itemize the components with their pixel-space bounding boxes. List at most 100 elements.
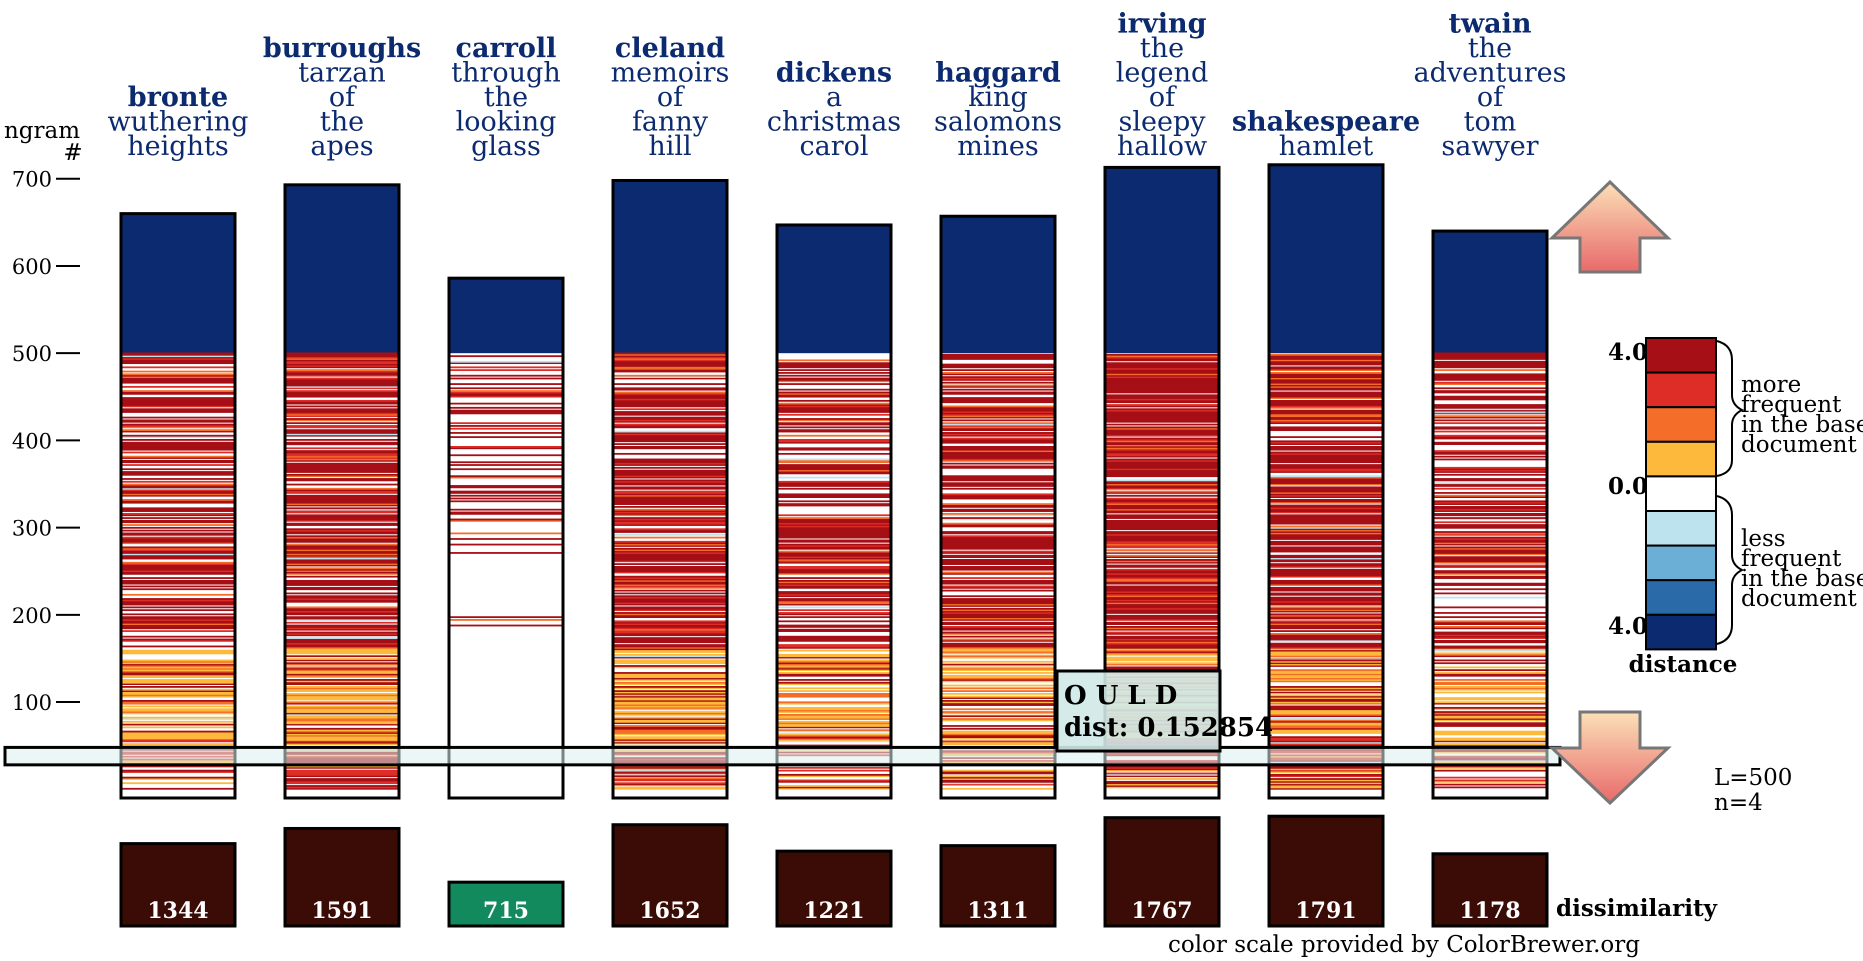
ngram-stripe [1269,483,1383,486]
ngram-stripe [121,699,235,702]
ngram-stripe [285,352,399,355]
ngram-stripe [777,405,891,408]
ngram-stripe [1433,507,1547,510]
ngram-stripe [1433,365,1547,367]
ngram-stripe [1269,560,1383,563]
ngram-stripe [1105,510,1219,512]
ngram-stripe [941,645,1055,648]
ngram-stripe [613,765,727,768]
dissimilarity-bar [611,823,729,928]
ngram-stripe [1433,652,1547,655]
ngram-stripe [613,581,727,584]
ngram-stripe [941,448,1055,451]
ngram-stripe [777,665,891,667]
ngram-stripe [1105,659,1219,662]
ngram-stripe [285,765,399,768]
ngram-stripe [613,550,727,553]
ngram-stripe [613,356,727,359]
ngram-stripe [613,606,727,609]
ngram-stripe [121,486,235,489]
ngram-stripe [1105,550,1219,553]
ngram-stripe [613,585,727,588]
ngram-stripe [941,602,1055,605]
ngram-stripe [285,452,399,455]
ngram-stripe [613,782,727,785]
ngram-stripe [121,416,235,419]
ngram-stripe [941,353,1055,356]
ngram-stripe [1105,353,1219,356]
ngram-stripe [1269,638,1383,641]
ngram-stripe [941,356,1055,359]
ngram-stripe [121,472,235,475]
ngram-stripe [285,432,399,434]
ngram-stripe [1433,649,1547,652]
ngram-stripe [613,744,727,747]
ngram-stripe [285,607,399,610]
ngram-stripe [1105,780,1219,783]
ngram-stripe [1433,397,1547,399]
ngram-stripe [1433,405,1547,408]
ngram-stripe [1269,525,1383,528]
scroll-down-arrow[interactable] [1548,710,1672,806]
ngram-stripe [1433,627,1547,630]
title-line: sleepy [1119,107,1207,138]
ngram-stripe [777,609,891,612]
ngram-stripe [1269,635,1383,638]
ngram-stripe [941,532,1055,535]
ngram-stripe [285,517,399,519]
ngram-stripe [1269,493,1383,496]
ngram-stripe [1433,387,1547,390]
ngram-stripe [941,644,1055,646]
ngram-stripe [1433,526,1547,529]
ngram-stripe [449,390,563,392]
ngram-stripe [941,595,1055,598]
ngram-stripe [1269,768,1383,771]
ngram-stripe [613,518,727,521]
ngram-stripe [613,692,727,695]
ngram-stripe [1433,681,1547,684]
ngram-stripe [1433,783,1547,786]
ngram-stripe [777,476,891,479]
ngram-stripe [613,397,727,399]
ngram-stripe [777,655,891,658]
ngram-stripe [941,439,1055,441]
ngram-stripe [285,468,399,471]
ngram-stripe [1433,686,1547,688]
ngram-stripe [613,553,727,556]
ngram-stripe [449,468,563,471]
ngram-stripe [285,669,399,672]
ngram-stripe [613,697,727,699]
ngram-stripe [777,593,891,596]
ngram-stripe [941,642,1055,645]
ngram-stripe [613,582,727,585]
upper-block [121,213,235,354]
ngram-stripe [449,366,563,369]
ngram-stripe [1105,504,1219,507]
ngram-stripe [1269,505,1383,508]
ngram-stripe [777,630,891,632]
ngram-stripe [1105,365,1219,367]
ngram-stripe [1269,535,1383,538]
ngram-stripe [1105,644,1219,646]
ngram-stripe [1433,561,1547,564]
ngram-stripe [941,377,1055,380]
ngram-stripe [777,447,891,450]
ngram-stripe [1433,415,1547,418]
ngram-stripe [613,673,727,676]
ngram-stripe [121,778,235,780]
ngram-stripe [777,369,891,372]
ngram-stripe [1269,695,1383,698]
ngram-stripe [121,478,235,480]
ngram-stripe [777,585,891,588]
ngram-stripe [613,614,727,617]
ngram-stripe [285,413,399,416]
ngram-stripe [1269,563,1383,565]
scroll-up-arrow[interactable] [1548,179,1672,274]
ngram-stripe [777,503,891,505]
ngram-stripe [285,487,399,490]
ngram-stripe [1105,591,1219,593]
ngram-stripe [941,771,1055,773]
ngram-stripe [1105,405,1219,408]
ngram-stripe [613,699,727,702]
